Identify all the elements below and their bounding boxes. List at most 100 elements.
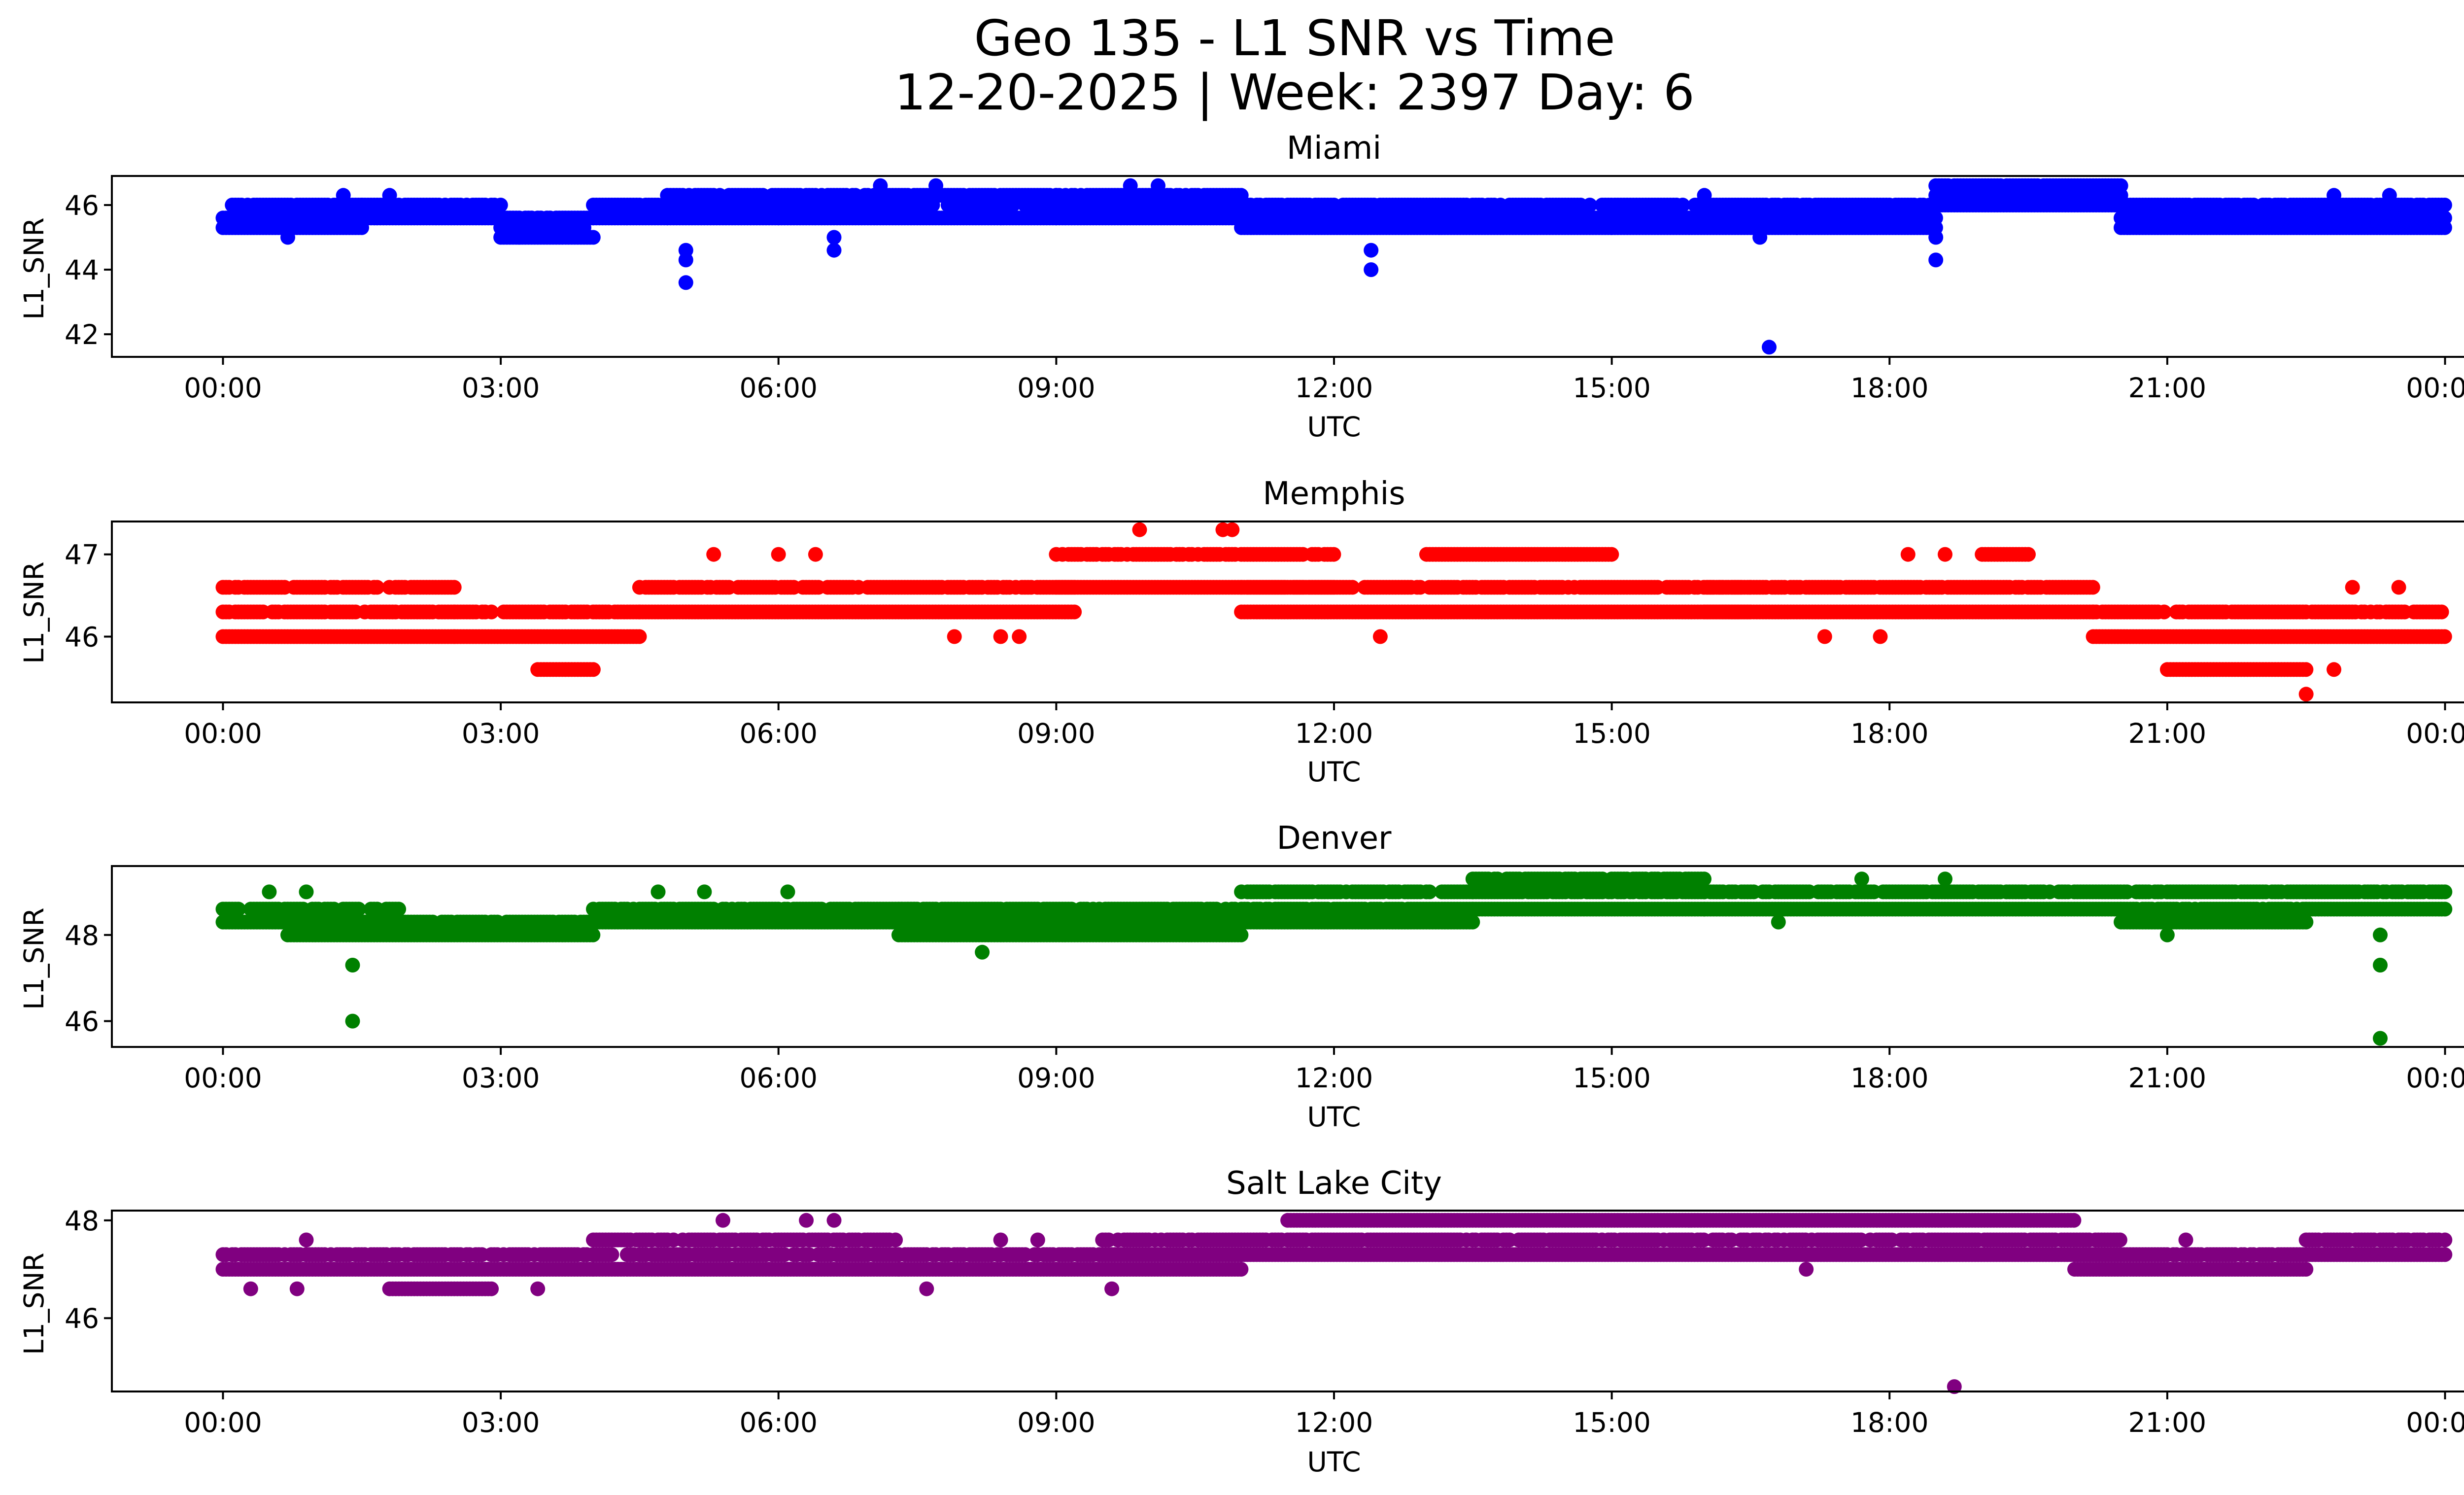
- x-tick-label: 03:00: [462, 372, 540, 404]
- data-point: [2298, 662, 2314, 677]
- outlier-point: [2327, 188, 2342, 203]
- outlier-point: [1123, 178, 1138, 193]
- outlier-point: [1132, 522, 1147, 537]
- panel-denver: Denver UTC L1_SNR 00:00 03:00 06:00 09:00 12…: [18, 820, 2464, 1133]
- panel-miami: Miami UTC L1_SNR 00:00 03:00 06:00 09:00 12:…: [18, 130, 2464, 443]
- outlier-point: [336, 188, 351, 203]
- data-point: [632, 629, 647, 644]
- x-tick-label: 00:00: [2406, 372, 2464, 404]
- panel-title: Memphis: [1263, 476, 1405, 512]
- y-tick-label: 44: [65, 254, 99, 286]
- outlier-point: [1697, 188, 1712, 203]
- outlier-point: [2391, 580, 2406, 595]
- outlier-point: [993, 629, 1008, 644]
- y-tick-label: 42: [65, 319, 99, 350]
- data-point: [1604, 547, 1619, 562]
- outlier-point: [1900, 547, 1916, 562]
- outlier-point: [706, 547, 721, 562]
- x-tick-label: 21:00: [2128, 372, 2207, 404]
- x-tick-label: 18:00: [1850, 718, 1929, 749]
- outlier-point: [512, 230, 527, 245]
- outlier-point: [2298, 687, 2314, 702]
- x-tick-label: 18:00: [1850, 372, 1929, 404]
- outlier-point: [1012, 629, 1027, 644]
- x-tick-label: 12:00: [1295, 372, 1373, 404]
- data-point: [1326, 547, 1341, 562]
- x-axis-label: UTC: [1307, 1101, 1361, 1133]
- data-point: [1928, 210, 1943, 226]
- x-tick-label: 09:00: [1017, 718, 1095, 749]
- data-point: [1233, 927, 1249, 942]
- panel-memphis: Memphis UTC L1_SNR 00:00 03:00 06:00 09:00 1…: [18, 476, 2464, 788]
- outlier-point: [2345, 580, 2360, 595]
- outlier-point: [947, 629, 962, 644]
- x-tick-label: 00:00: [184, 718, 262, 749]
- data-point: [446, 580, 462, 595]
- x-tick-label: 12:00: [1295, 718, 1373, 749]
- data-point: [1067, 604, 1082, 620]
- y-axis-label: L1_SNR: [18, 561, 50, 663]
- data-point: [2113, 178, 2128, 193]
- axis-ticks: 00:00 03:00 06:00 09:00 12:00 15:00 18:00 21:00…: [65, 539, 2464, 749]
- outlier-point: [1817, 629, 1832, 644]
- data-point: [585, 662, 601, 677]
- x-tick-label: 15:00: [1573, 718, 1651, 749]
- outlier-point: [873, 178, 888, 193]
- data-point: [1582, 198, 1598, 212]
- outlier-point: [2382, 188, 2397, 203]
- data-point: [585, 927, 601, 942]
- panel-title: Denver: [1277, 820, 1392, 857]
- data-point: [2437, 198, 2452, 212]
- x-tick-label: 06:00: [739, 372, 818, 404]
- y-axis-label: L1_SNR: [18, 907, 50, 1009]
- outlier-point: [678, 252, 693, 268]
- data-point: [1697, 871, 1711, 887]
- y-tick-label: 46: [65, 190, 99, 221]
- outlier-point: [1225, 522, 1240, 537]
- outlier-point: [1762, 340, 1777, 355]
- x-tick-label: 03:00: [462, 718, 540, 749]
- x-axis-label: UTC: [1307, 756, 1361, 788]
- outlier-point: [1151, 178, 1165, 193]
- outlier-point: [1928, 252, 1944, 268]
- outlier-point: [678, 275, 693, 290]
- figure-title-line-2: 12-20-2025 | Week: 2397 Day: 6: [894, 64, 1694, 121]
- data-point: [2085, 580, 2100, 595]
- data-point: [585, 230, 601, 245]
- x-tick-label: 00:00: [184, 372, 262, 404]
- outlier-point: [2327, 662, 2342, 677]
- outlier-point: [826, 243, 842, 258]
- data-point: [2437, 210, 2452, 226]
- data-point: [2434, 604, 2449, 620]
- outlier-point: [1372, 629, 1388, 644]
- outlier-point: [382, 188, 397, 203]
- outlier-point: [1752, 230, 1768, 245]
- data-point: [1465, 914, 1480, 930]
- data-point: [2021, 547, 2036, 562]
- outlier-point: [808, 547, 823, 562]
- outlier-point: [280, 230, 295, 245]
- x-tick-label: 06:00: [739, 718, 818, 749]
- x-tick-label: 15:00: [1573, 372, 1651, 404]
- outlier-point: [1938, 547, 1952, 562]
- x-tick-label: 09:00: [1017, 372, 1095, 404]
- outlier-point: [1873, 629, 1888, 644]
- data-point: [2437, 629, 2452, 644]
- data-point: [391, 902, 407, 917]
- x-axis-label: UTC: [1307, 411, 1361, 443]
- panel-title: Miami: [1287, 130, 1381, 167]
- outlier-point: [826, 230, 842, 245]
- scatter-points: [215, 871, 2453, 1046]
- outlier-point: [928, 178, 944, 193]
- x-tick-label: 00:00: [2406, 718, 2464, 749]
- y-tick-label: 47: [65, 539, 99, 571]
- y-axis-label: L1_SNR: [18, 217, 50, 319]
- scatter-points: [215, 522, 2452, 702]
- figure-title-line-1: Geo 135 - L1 SNR vs Time: [974, 9, 1615, 67]
- data-point: [493, 198, 508, 212]
- outlier-point: [1928, 230, 1944, 245]
- outlier-point: [771, 547, 786, 562]
- outlier-point: [1364, 243, 1379, 258]
- scatter-points: [215, 178, 2452, 355]
